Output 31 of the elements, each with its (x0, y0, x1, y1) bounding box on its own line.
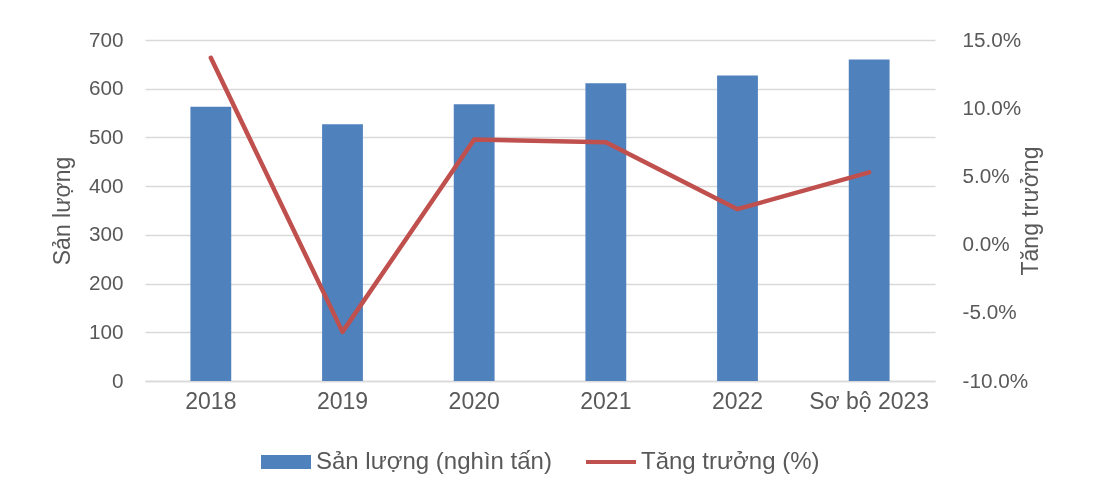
y-tick-label: 0 (111, 368, 124, 392)
y2-tick-label: 0.0% (962, 232, 1010, 256)
x-tick-label: 2018 (185, 387, 237, 414)
y-tick-label: 300 (88, 222, 124, 246)
x-tick-label: 2022 (711, 387, 764, 414)
legend-label: Sản lượng (nghìn tấn) (316, 447, 552, 474)
y-tick-label: 200 (88, 271, 124, 295)
y2-tick-label: -5.0% (962, 300, 1017, 324)
x-tick-label: 2021 (580, 387, 632, 414)
y2-axis-title: Tăng trưởng (1017, 146, 1044, 276)
y-tick-label: 700 (88, 27, 124, 51)
bar (453, 104, 495, 381)
bar (190, 106, 232, 381)
y-tick-label: 600 (88, 76, 124, 100)
y2-tick-label: 5.0% (962, 163, 1010, 187)
x-tick-label: 2019 (316, 387, 369, 414)
line-series (208, 55, 872, 335)
y-tick-label: 400 (88, 173, 124, 197)
y-axis-title: Sản lượng (48, 156, 75, 266)
legend-label: Tăng trưởng (%) (641, 447, 820, 474)
x-tick-label: 2020 (448, 387, 500, 414)
y2-tick-label: 10.0% (962, 95, 1022, 119)
bar (848, 59, 890, 381)
x-tick-label: Sơ bộ 2023 (809, 387, 930, 414)
bar (717, 75, 758, 381)
y-tick-label: 100 (88, 319, 124, 343)
y2-tick-label: -10.0% (962, 368, 1029, 392)
bar (322, 124, 363, 381)
bar (585, 83, 627, 381)
y-tick-label: 500 (88, 124, 124, 148)
y2-tick-label: 15.0% (962, 27, 1022, 51)
